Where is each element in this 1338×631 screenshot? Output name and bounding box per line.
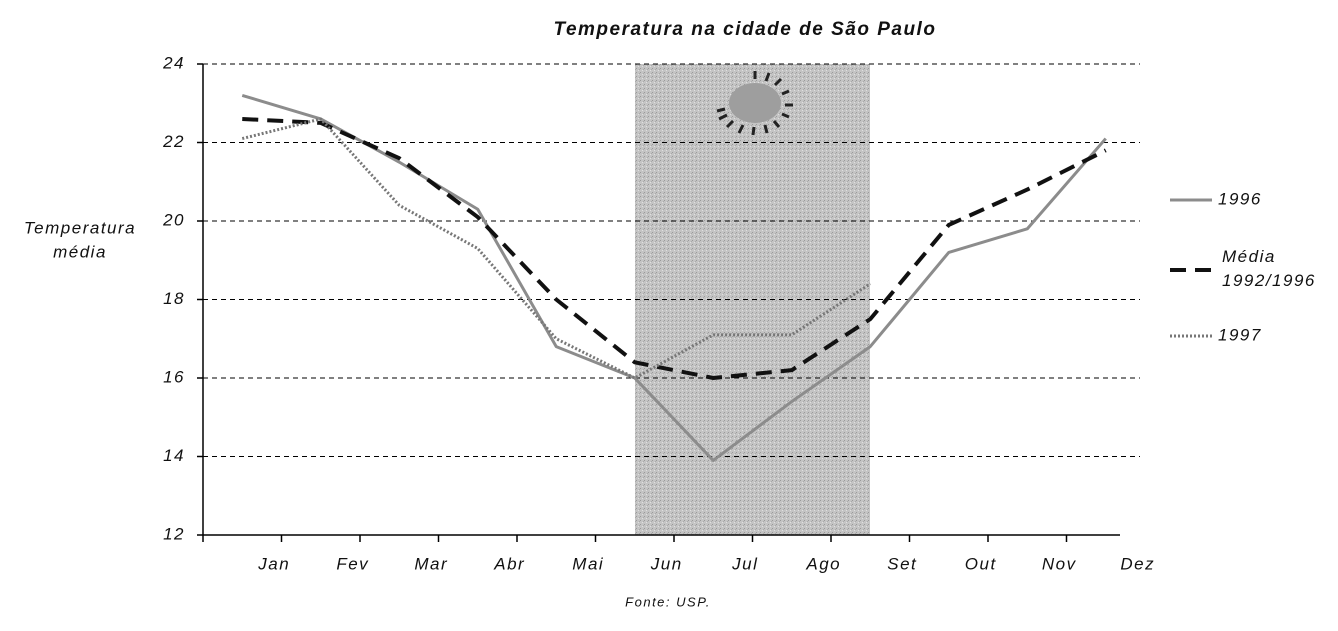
y-tick-label: 20: [162, 210, 185, 229]
source-note: Fonte: USP.: [625, 594, 711, 609]
x-tick-label: Abr: [493, 554, 525, 573]
x-tick-label: Mar: [414, 554, 448, 573]
series-line: [241, 93, 1107, 462]
legend-label: 1996: [1218, 189, 1262, 208]
x-tick-label: Dez: [1120, 554, 1155, 573]
x-tick-label: Nov: [1042, 554, 1077, 573]
y-tick-label: 16: [163, 367, 185, 386]
x-tick-label: Mai: [572, 554, 604, 573]
legend-label: Média 1992/1996: [1222, 247, 1316, 290]
y-tick-label: 12: [163, 524, 185, 543]
sun-icon: [716, 71, 793, 136]
y-tick-label: 24: [162, 53, 185, 72]
x-tick-label: Out: [965, 554, 997, 573]
series-line: [242, 116, 1107, 380]
x-tick-label: Ago: [805, 554, 841, 573]
legend-label: 1997: [1218, 325, 1262, 344]
y-tick-label: 22: [162, 132, 185, 151]
x-tick-label: Jul: [731, 554, 758, 573]
y-axis-label: média: [53, 242, 107, 261]
x-tick-label: Jun: [650, 554, 683, 573]
y-tick-label: 18: [163, 289, 185, 308]
y-tick-label: 14: [163, 446, 185, 465]
x-tick-label: Fev: [336, 554, 369, 573]
y-axis-label: Temperatura: [24, 218, 136, 237]
series-line: [241, 117, 872, 380]
x-tick-label: Set: [887, 554, 917, 573]
chart-title: Temperatura na cidade de São Paulo: [554, 19, 937, 40]
x-tick-label: Jan: [257, 554, 290, 573]
